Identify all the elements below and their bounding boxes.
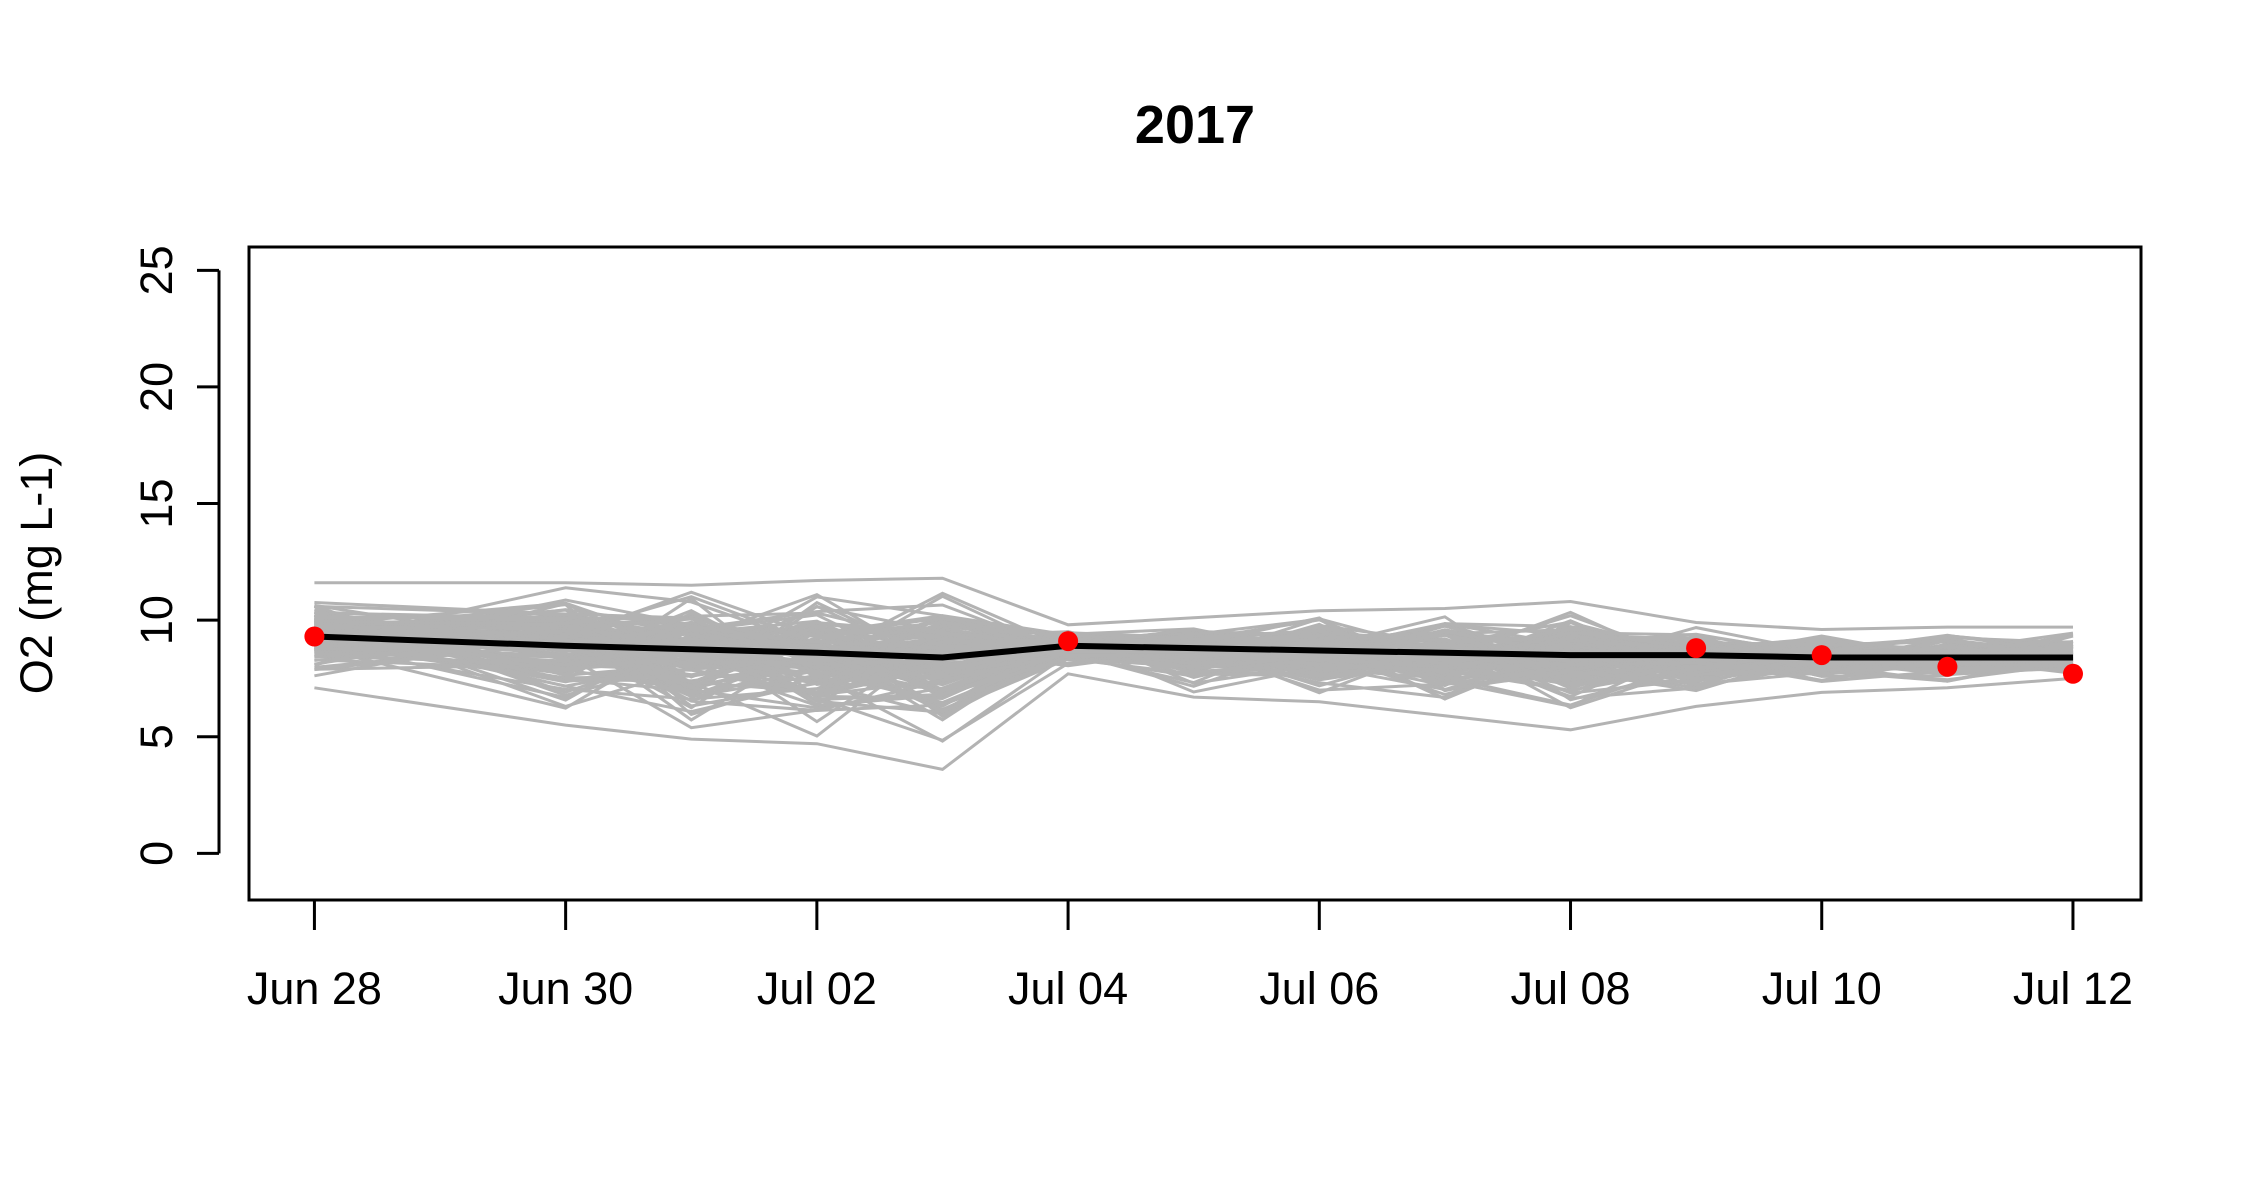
ensemble-line: [314, 576, 2073, 632]
x-tick-label: Jul 06: [1259, 963, 1379, 1014]
y-tick-label: 10: [131, 595, 182, 645]
x-tick-label: Jul 04: [1008, 963, 1128, 1014]
observed-points-layer: [304, 626, 2083, 684]
mean-layer: [314, 633, 2073, 661]
x-tick-label: Jun 28: [247, 963, 382, 1014]
plot-frame: [247, 245, 2143, 902]
y-tick-label: 20: [131, 362, 182, 412]
y-tick-label: 15: [131, 479, 182, 529]
x-tick-label: Jul 10: [1762, 963, 1882, 1014]
y-tick-label: 5: [131, 724, 182, 749]
y-tick-label: 0: [131, 841, 182, 866]
x-axis: Jun 28 Jun 30 Jul 02 Jul 04 Jul 06 Jul 08 Jul …: [247, 898, 2133, 1014]
x-tick-label: Jul 12: [2013, 963, 2133, 1014]
observed-point: [1686, 638, 1707, 659]
observed-point: [1811, 645, 1832, 666]
observed-point: [2063, 663, 2083, 684]
y-axis-title: O2 (mg L-1): [11, 452, 62, 695]
ensemble-layer: [313, 576, 2074, 772]
x-tick-label: Jul 08: [1510, 963, 1630, 1014]
observed-point: [304, 626, 325, 647]
ensemble-line: [314, 672, 2074, 772]
x-tick-label: Jun 30: [498, 963, 633, 1014]
x-tick-label: Jul 02: [757, 963, 877, 1014]
chart-title: 2017: [1135, 95, 1255, 155]
y-axis: 0 5 10 15 20 25: [131, 245, 221, 866]
observed-point: [1937, 656, 1958, 677]
observed-point: [1058, 631, 1079, 652]
ensemble-line: [314, 617, 2074, 713]
y-tick-label: 25: [131, 245, 182, 295]
mean-line: [314, 633, 2073, 661]
ensemble-line: [314, 595, 2074, 686]
